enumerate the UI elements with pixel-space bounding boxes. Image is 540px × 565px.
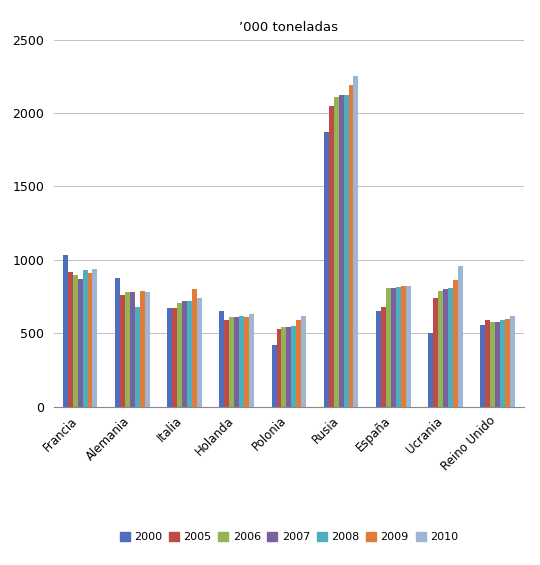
Bar (249, 314, 254, 407)
Bar (339, 95, 343, 407)
Bar (481, 324, 485, 407)
Bar (381, 307, 386, 407)
Title: ’000 toneladas: ’000 toneladas (239, 21, 339, 34)
Bar (458, 266, 463, 407)
Bar (386, 288, 391, 407)
Bar (172, 307, 177, 407)
Bar (510, 316, 515, 407)
Bar (485, 320, 490, 407)
Bar (301, 316, 306, 407)
Bar (135, 307, 140, 407)
Bar (224, 320, 230, 407)
Bar (115, 277, 120, 407)
Bar (334, 97, 339, 407)
Bar (453, 280, 458, 407)
Bar (239, 316, 244, 407)
Legend: 2000, 2005, 2006, 2007, 2008, 2009, 2010: 2000, 2005, 2006, 2007, 2008, 2009, 2010 (118, 530, 460, 545)
Bar (78, 279, 83, 407)
Bar (401, 286, 406, 407)
Bar (120, 295, 125, 407)
Bar (73, 275, 78, 407)
Bar (354, 76, 359, 407)
Bar (329, 106, 334, 407)
Bar (219, 311, 224, 407)
Bar (396, 287, 401, 407)
Bar (230, 317, 234, 407)
Bar (187, 301, 192, 407)
Bar (234, 317, 239, 407)
Bar (376, 311, 381, 407)
Bar (438, 291, 443, 407)
Bar (443, 289, 448, 407)
Bar (145, 292, 150, 407)
Bar (286, 328, 292, 407)
Bar (428, 333, 433, 407)
Bar (192, 289, 197, 407)
Bar (182, 301, 187, 407)
Bar (140, 291, 145, 407)
Bar (63, 255, 68, 407)
Bar (391, 288, 396, 407)
Bar (244, 317, 249, 407)
Bar (68, 272, 73, 407)
Bar (177, 302, 182, 407)
Bar (272, 345, 276, 407)
Bar (406, 285, 410, 407)
Bar (433, 298, 438, 407)
Bar (197, 298, 202, 407)
Bar (495, 321, 500, 407)
Bar (500, 320, 505, 407)
Bar (276, 329, 281, 407)
Bar (167, 308, 172, 407)
Bar (490, 321, 495, 407)
Bar (343, 95, 348, 407)
Bar (505, 319, 510, 407)
Bar (324, 132, 329, 407)
Bar (125, 292, 130, 407)
Bar (83, 270, 87, 407)
Bar (92, 269, 97, 407)
Bar (281, 328, 286, 407)
Bar (130, 292, 135, 407)
Bar (296, 320, 301, 407)
Bar (448, 288, 453, 407)
Bar (348, 85, 354, 407)
Bar (292, 326, 296, 407)
Bar (87, 273, 92, 407)
